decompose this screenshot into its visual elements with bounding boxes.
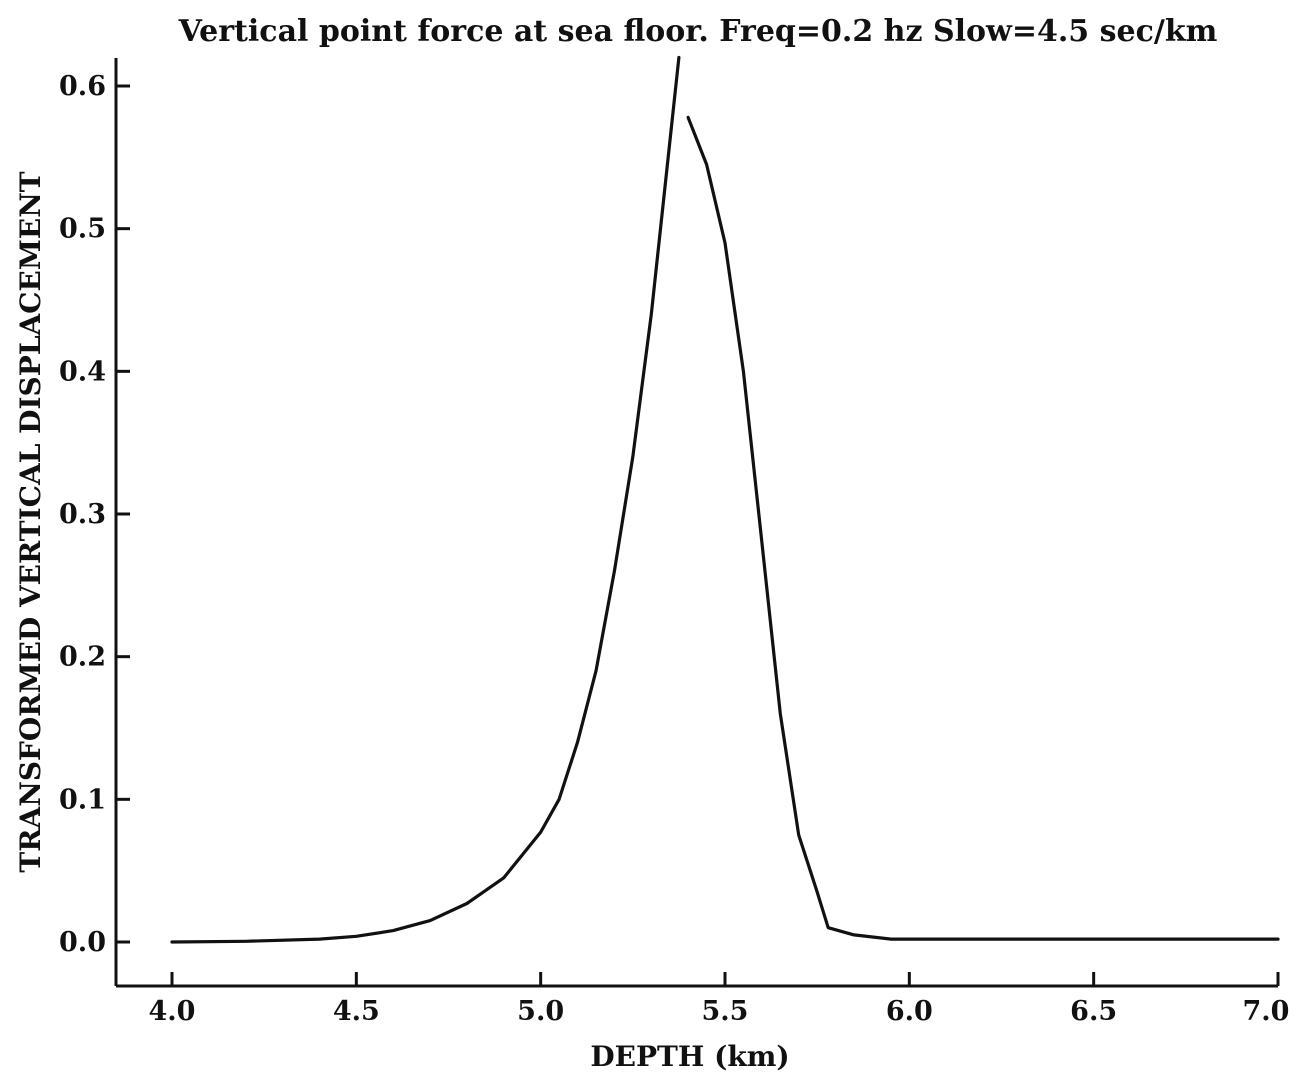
- y-axis-ticks: 0.0 0.1 0.2 0.3 0.4 0.5 0.6: [59, 71, 130, 958]
- x-axis-label: DEPTH (km): [590, 1040, 789, 1073]
- chart-title: Vertical point force at sea floor. Freq=…: [178, 14, 1218, 49]
- x-tick-label: 6.5: [1070, 996, 1117, 1027]
- x-tick-label: 6.0: [886, 996, 933, 1027]
- x-axis-ticks: 4.0 4.5 5.0 5.5 6.0 6.5 7.0: [149, 972, 1290, 1027]
- y-tick-label: 0.3: [59, 499, 106, 530]
- y-tick-label: 0.5: [59, 214, 106, 245]
- x-tick-label: 4.0: [149, 996, 196, 1027]
- series-line-segment-1: [170, 55, 681, 944]
- y-axis-label: TRANSFORMED VERTICAL DISPLACEMENT: [14, 171, 47, 872]
- y-tick-label: 0.2: [59, 642, 106, 673]
- x-tick-label: 4.5: [333, 996, 380, 1027]
- y-tick-label: 0.4: [59, 356, 106, 387]
- x-tick-label: 5.0: [517, 996, 564, 1027]
- x-tick-label: 7.0: [1243, 996, 1290, 1027]
- series-line-segment-2: [686, 115, 1280, 941]
- y-tick-label: 0.1: [59, 784, 106, 815]
- x-tick-label: 5.5: [702, 996, 749, 1027]
- y-tick-label: 0.0: [59, 927, 106, 958]
- plot-area: 0.0 0.1 0.2 0.3 0.4 0.5 0.6 4.0 4.5 5.0 5.5 6.0 6.5…: [59, 55, 1290, 1027]
- y-tick-label: 0.6: [59, 71, 106, 102]
- series-group: [170, 55, 1280, 944]
